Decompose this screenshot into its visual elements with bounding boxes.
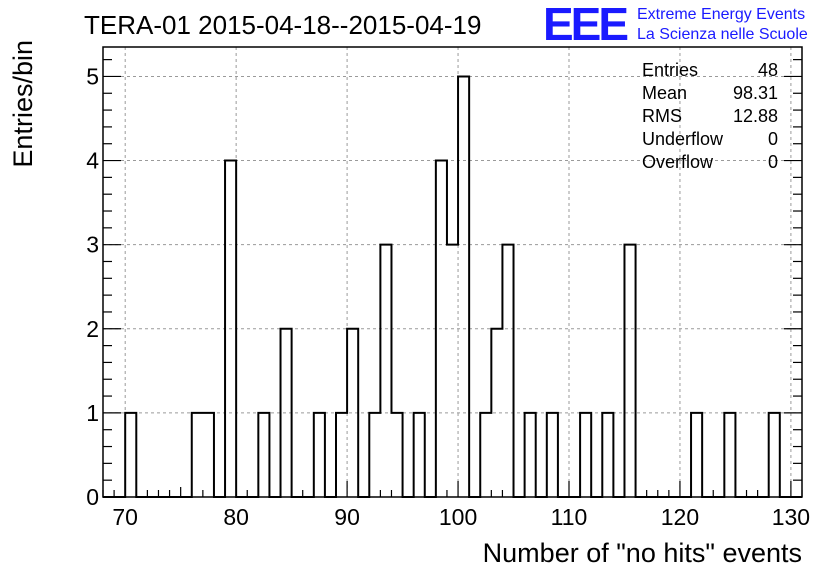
y-tick-label: 1: [86, 400, 99, 426]
y-tick-labels: 0 1 2 3 4 5: [86, 63, 99, 510]
histogram-bin: [724, 413, 735, 497]
histogram-bin: [314, 413, 325, 497]
histogram-bin: [336, 413, 347, 497]
stats-entries-label: Entries: [642, 60, 698, 80]
histogram-bin: [447, 245, 458, 497]
x-tick-label: 90: [334, 504, 360, 530]
histogram-bin: [547, 413, 558, 497]
eee-logo-mark: EEE: [543, 0, 627, 50]
histogram-bin: [458, 76, 469, 497]
histogram-bin: [391, 413, 402, 497]
stats-overflow-label: Overflow: [642, 152, 714, 172]
histogram-bin: [624, 245, 635, 497]
x-tick-labels: 70 80 90 100 110 120 130: [112, 504, 810, 530]
histogram-bin: [281, 329, 292, 497]
x-tick-label: 70: [112, 504, 138, 530]
x-tick-label: 80: [223, 504, 249, 530]
histogram-bin: [369, 413, 380, 497]
x-tick-label: 100: [439, 504, 477, 530]
eee-logo-line2: La Scienza nelle Scuole: [637, 26, 808, 43]
x-tick-label: 120: [661, 504, 699, 530]
histogram-bin: [192, 413, 203, 497]
grid-lines: [103, 47, 802, 497]
stats-underflow-value: 0: [768, 129, 778, 149]
y-tick-label: 5: [86, 63, 99, 89]
stats-rms-label: RMS: [642, 106, 682, 126]
y-tick-label: 3: [86, 232, 99, 258]
stats-overflow-value: 0: [768, 152, 778, 172]
x-tick-label: 130: [772, 504, 810, 530]
histogram-bin: [602, 413, 613, 497]
eee-logo: EEE Extreme Energy Events La Scienza nel…: [543, 0, 808, 50]
histogram-bin: [436, 161, 447, 497]
stats-mean-value: 98.31: [733, 83, 778, 103]
histogram-bin: [203, 413, 214, 497]
stats-box: Entries 48 Mean 98.31 RMS 12.88 Underflo…: [642, 60, 778, 172]
stats-underflow-label: Underflow: [642, 129, 724, 149]
chart-title: TERA-01 2015-04-18--2015-04-19: [84, 10, 481, 40]
y-tick-label: 4: [86, 148, 99, 174]
histogram-bin: [502, 245, 513, 497]
histogram-bin: [380, 245, 391, 497]
histogram-bin: [347, 329, 358, 497]
histogram-bin: [580, 413, 591, 497]
histogram-bin: [525, 413, 536, 497]
histogram-bin: [414, 413, 425, 497]
histogram-bin: [125, 413, 136, 497]
histogram-bin: [691, 413, 702, 497]
stats-rms-value: 12.88: [733, 106, 778, 126]
y-tick-label: 2: [86, 316, 99, 342]
plot-frame: [102, 46, 803, 498]
histogram-bin: [769, 413, 780, 497]
histogram-bin: [258, 413, 269, 497]
x-tick-label: 110: [551, 504, 588, 530]
stats-mean-label: Mean: [642, 83, 687, 103]
histogram-bin: [225, 161, 236, 497]
histogram-outline: [103, 75, 802, 498]
y-axis-label: Entries/bin: [8, 40, 38, 168]
eee-logo-line1: Extreme Energy Events: [637, 6, 805, 23]
histogram-bin: [480, 413, 491, 497]
x-axis-label: Number of "no hits" events: [483, 538, 802, 568]
histogram-bin: [491, 329, 502, 497]
stats-entries-value: 48: [758, 60, 778, 80]
y-tick-label: 0: [86, 484, 99, 510]
